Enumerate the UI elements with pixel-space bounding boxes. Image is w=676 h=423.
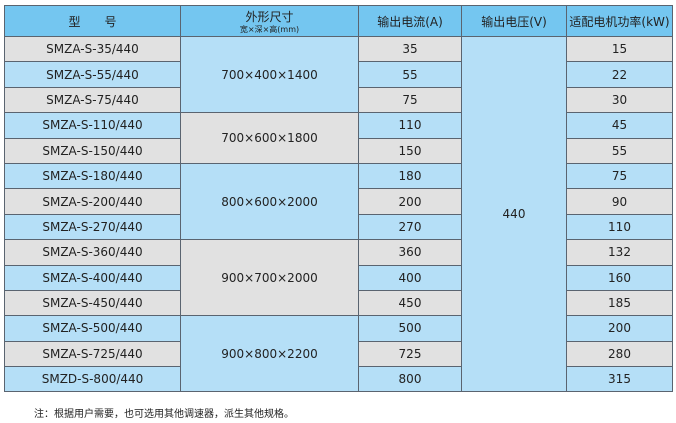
table-row: SMZA-S-500/440 900×800×2200 500 200 [4, 315, 673, 393]
table-row: SMZA-S-360/440 900×700×2000 360 132 [4, 239, 673, 317]
table-row: SMZA-S-55/440 55 22 [4, 61, 673, 88]
table-row: SMZA-S-110/440 700×600×1800 110 45 [4, 112, 673, 164]
model-cell: SMZA-S-270/440 [4, 213, 181, 241]
power-cell: 280 [566, 340, 673, 368]
header-dims-title: 外形尺寸 [245, 10, 294, 24]
current-cell: 55 [358, 61, 462, 88]
voltage-cell: 440 [461, 35, 567, 393]
current-cell: 200 [358, 188, 462, 215]
model-cell: SMZA-S-200/440 [4, 188, 181, 215]
spec-table: 型 号 外形尺寸 宽×深×高(mm) 输出电流(A) 输出电压(V) 适配电机功率… [4, 5, 673, 393]
current-cell: 400 [358, 264, 462, 291]
header-model: 型 号 [4, 5, 181, 37]
power-cell: 75 [566, 162, 673, 190]
power-cell: 90 [566, 188, 673, 215]
table-row: SMZA-S-450/440 450 185 [4, 289, 673, 317]
dimensions-cell: 800×600×2000 [180, 162, 359, 241]
table-row: SMZA-S-200/440 200 90 [4, 188, 673, 215]
power-cell: 200 [566, 315, 673, 342]
dimensions-cell: 700×600×1800 [180, 112, 359, 164]
current-cell: 360 [358, 239, 462, 266]
power-cell: 15 [566, 35, 673, 63]
model-cell: SMZA-S-180/440 [4, 162, 181, 190]
dimensions-cell: 900×800×2200 [180, 315, 359, 393]
power-cell: 30 [566, 86, 673, 114]
model-cell: SMZA-S-360/440 [4, 239, 181, 266]
table-row: SMZA-S-150/440 150 55 [4, 137, 673, 164]
current-cell: 800 [358, 366, 462, 393]
table-row: SMZA-S-270/440 270 110 [4, 213, 673, 241]
current-cell: 35 [358, 35, 462, 63]
header-current: 输出电流(A) [358, 5, 462, 37]
power-cell: 132 [566, 239, 673, 266]
table-row: SMZA-S-180/440 800×600×2000 180 75 [4, 162, 673, 241]
model-cell: SMZA-S-110/440 [4, 112, 181, 139]
current-cell: 270 [358, 213, 462, 241]
header-dims-sub: 宽×深×高(mm) [239, 25, 300, 34]
power-cell: 110 [566, 213, 673, 241]
power-cell: 185 [566, 289, 673, 317]
model-cell: SMZA-S-75/440 [4, 86, 181, 114]
footnote: 注：根据用户需要，也可选用其他调速器，派生其他规格。 [34, 409, 294, 420]
current-cell: 110 [358, 112, 462, 139]
model-cell: SMZA-S-35/440 [4, 35, 181, 63]
header-dims: 外形尺寸 宽×深×高(mm) [180, 5, 359, 37]
table-row: SMZD-S-800/440 800 315 [4, 366, 673, 393]
dimensions-cell: 900×700×2000 [180, 239, 359, 317]
model-cell: SMZA-S-725/440 [4, 340, 181, 368]
header-power: 适配电机功率(kW) [566, 5, 673, 37]
model-cell: SMZA-S-55/440 [4, 61, 181, 88]
model-cell: SMZA-S-450/440 [4, 289, 181, 317]
power-cell: 160 [566, 264, 673, 291]
current-cell: 75 [358, 86, 462, 114]
model-cell: SMZA-S-500/440 [4, 315, 181, 342]
current-cell: 725 [358, 340, 462, 368]
table-row: SMZA-S-75/440 75 30 [4, 86, 673, 114]
power-cell: 55 [566, 137, 673, 164]
model-cell: SMZA-S-400/440 [4, 264, 181, 291]
dimensions-cell: 700×400×1400 [180, 35, 359, 114]
header-voltage: 输出电压(V) [461, 5, 567, 37]
current-cell: 150 [358, 137, 462, 164]
model-cell: SMZA-S-150/440 [4, 137, 181, 164]
current-cell: 500 [358, 315, 462, 342]
table-row: SMZA-S-35/440 700×400×1400 35 440 15 [4, 35, 673, 393]
power-cell: 45 [566, 112, 673, 139]
header-row: 型 号 外形尺寸 宽×深×高(mm) 输出电流(A) 输出电压(V) 适配电机功率… [4, 5, 673, 37]
current-cell: 450 [358, 289, 462, 317]
power-cell: 22 [566, 61, 673, 88]
model-cell: SMZD-S-800/440 [4, 366, 181, 393]
table-row: SMZA-S-725/440 725 280 [4, 340, 673, 368]
current-cell: 180 [358, 162, 462, 190]
power-cell: 315 [566, 366, 673, 393]
